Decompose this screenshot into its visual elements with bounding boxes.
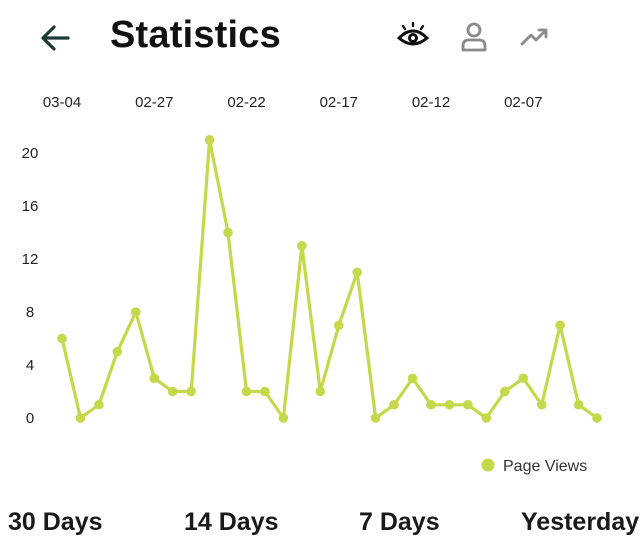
data-point[interactable] [75,413,86,423]
range-14-days-button[interactable]: 14 Days [184,508,279,536]
data-point[interactable] [241,386,252,397]
trending-up-icon[interactable] [518,20,552,54]
range-yesterday-button[interactable]: Yesterday [521,508,640,536]
data-point[interactable] [204,134,215,145]
data-point[interactable] [407,373,418,384]
data-point[interactable] [592,413,602,423]
data-point[interactable] [57,333,67,344]
data-point[interactable] [333,320,344,331]
eye-icon[interactable] [396,20,430,54]
data-point[interactable] [370,413,381,423]
y-tick-label: 4 [26,357,34,374]
data-point[interactable] [260,386,270,397]
data-point[interactable] [131,307,141,317]
x-tick-label: 02-12 [412,94,450,111]
y-tick-label: 20 [22,145,39,162]
header: Statistics [0,0,640,80]
data-point[interactable] [278,413,289,423]
data-point[interactable] [426,399,436,410]
range-7-days-button[interactable]: 7 Days [359,508,440,536]
data-point[interactable] [149,373,160,384]
y-tick-label: 16 [22,198,39,215]
data-point[interactable] [444,399,455,410]
back-arrow-icon[interactable] [34,18,78,58]
data-point[interactable] [223,227,233,238]
data-point[interactable] [518,373,529,384]
range-30-days-button[interactable]: 30 Days [8,508,103,536]
page-views-line [60,138,599,420]
data-point[interactable] [94,399,104,410]
x-tick-label: 02-17 [320,94,358,111]
data-point[interactable] [500,386,510,397]
data-point[interactable] [389,399,399,410]
data-point[interactable] [297,240,307,251]
data-point[interactable] [315,386,326,397]
data-point[interactable] [112,346,123,357]
data-point[interactable] [463,399,473,410]
legend-marker [481,458,495,472]
page-views-chart: 03-04 02-27 02-22 02-17 02-12 02-07 0 4 8 12 16 20… [22,94,602,475]
data-point[interactable] [186,386,196,397]
page-title: Statistics [110,14,281,56]
x-tick-label: 02-27 [135,94,173,111]
y-tick-label: 0 [26,410,34,427]
y-tick-label: 12 [22,251,39,268]
data-point[interactable] [167,386,178,397]
x-tick-label: 02-22 [227,94,265,111]
person-icon[interactable] [457,20,491,54]
legend-label: Page Views [503,458,587,475]
data-point[interactable] [536,399,547,410]
data-point[interactable] [481,413,492,423]
data-point[interactable] [555,320,565,331]
range-selector: 30 Days 14 Days 7 Days Yesterday [0,500,640,549]
x-tick-label: 03-04 [43,94,81,111]
x-tick-label: 02-07 [504,94,542,111]
data-point[interactable] [573,399,584,410]
y-tick-label: 8 [26,304,34,321]
data-point[interactable] [352,267,363,278]
